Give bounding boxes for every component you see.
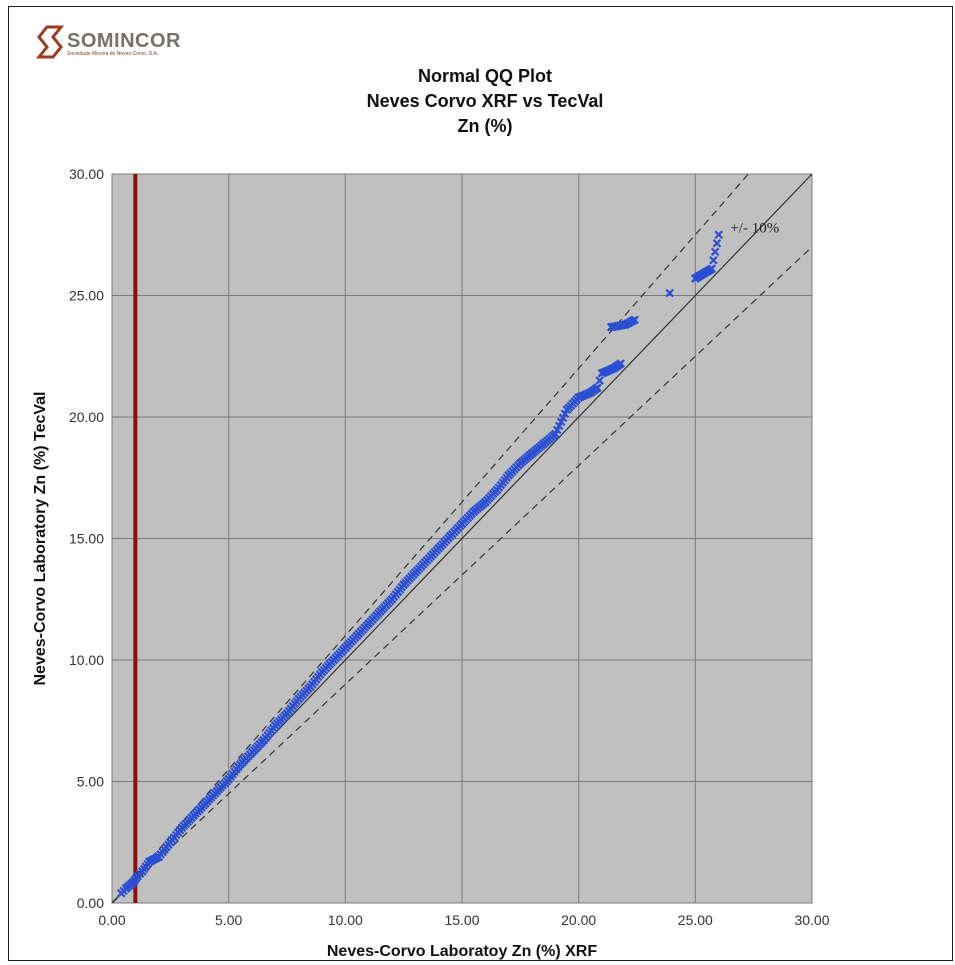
reference-line-10 (112, 174, 750, 903)
chart-title-line-1: Normal QQ Plot (418, 66, 552, 86)
x-tick-label: 25.00 (678, 912, 713, 928)
data-point (709, 255, 718, 265)
chart-title-line-3: Zn (%) (458, 116, 513, 136)
data-point (665, 288, 674, 298)
data-points (117, 230, 723, 898)
data-point (306, 682, 315, 692)
data-point (154, 852, 163, 862)
data-point (710, 247, 720, 257)
x-tick-label: 0.00 (98, 912, 125, 928)
tolerance-annotation: +/- 10% (730, 220, 779, 236)
data-point (527, 449, 537, 458)
data-point (714, 230, 723, 240)
x-tick-label: 5.00 (215, 912, 242, 928)
logo-emblem-icon (35, 25, 65, 59)
data-point (212, 786, 222, 796)
data-point (189, 811, 198, 820)
data-point (138, 867, 147, 876)
data-point (562, 405, 572, 414)
data-point (574, 393, 583, 402)
tick-labels: 0.00 5.00 10.00 15.00 20.00 25.00 30.00 0.00 5.0… (69, 166, 830, 928)
data-point (341, 643, 350, 653)
data-point (399, 580, 408, 589)
x-tick-label: 30.00 (794, 912, 829, 928)
data-point (411, 568, 420, 577)
x-tick-label: 10.00 (328, 912, 363, 928)
data-point (247, 748, 257, 757)
data-point (282, 709, 292, 718)
y-tick-label: 25.00 (69, 288, 104, 304)
data-point (166, 837, 175, 847)
data-point (376, 607, 385, 616)
data-point (551, 429, 560, 439)
data-point (630, 315, 639, 325)
data-point (616, 359, 625, 368)
data-point (364, 619, 373, 628)
data-point (457, 519, 467, 529)
data-point (481, 497, 490, 507)
x-tick-label: 20.00 (561, 912, 596, 928)
chart-frame: SOMINCOR Sociedade Mineira de Neves-Corv… (8, 6, 953, 961)
data-point (422, 556, 432, 565)
data-point (504, 471, 513, 480)
data-point (469, 507, 478, 517)
data-point (352, 631, 362, 640)
data-point (621, 320, 630, 329)
data-point (236, 760, 245, 769)
data-point (224, 774, 233, 784)
data-point (434, 543, 443, 553)
data-point (539, 439, 548, 449)
data-point (271, 721, 280, 730)
data-point (145, 857, 154, 866)
data-point (201, 799, 210, 808)
logo-wordmark: SOMINCOR (67, 30, 181, 52)
data-point (121, 884, 131, 893)
data-point (329, 655, 338, 665)
data-point (707, 264, 716, 274)
y-tick-label: 0.00 (77, 895, 104, 911)
data-point (516, 458, 525, 468)
chart-title-line-2: Neves Corvo XRF vs TecVal (367, 91, 604, 111)
data-point (387, 594, 397, 604)
reference-line-10 (112, 246, 812, 903)
data-point (712, 238, 722, 248)
chart-svg: SOMINCOR Sociedade Mineira de Neves-Corv… (32, 25, 830, 960)
data-point (691, 274, 700, 283)
data-point (595, 376, 604, 385)
y-tick-label: 20.00 (69, 409, 104, 425)
data-point (586, 388, 595, 397)
y-tick-label: 5.00 (77, 774, 104, 790)
logo-subtitle: Sociedade Mineira de Neves-Corvo, S.A. (67, 51, 158, 57)
data-point (446, 531, 455, 541)
y-tick-label: 15.00 (69, 531, 104, 547)
data-point (317, 667, 327, 677)
data-point (609, 364, 618, 373)
data-point (294, 694, 303, 704)
data-point (607, 322, 616, 332)
x-axis-title: Neves-Corvo Laboratoy Zn (%) XRF (327, 943, 597, 960)
x-tick-label: 15.00 (444, 912, 479, 928)
y-axis-title: Neves-Corvo Laboratory Zn (%) TecVal (32, 392, 49, 686)
data-point (177, 823, 187, 832)
data-point (593, 383, 602, 393)
somincor-logo: SOMINCOR Sociedade Mineira de Neves-Corv… (35, 25, 181, 59)
y-tick-label: 30.00 (69, 166, 104, 182)
data-point (597, 368, 607, 378)
data-point (259, 735, 268, 745)
y-tick-label: 10.00 (69, 652, 104, 668)
data-point (492, 485, 502, 495)
